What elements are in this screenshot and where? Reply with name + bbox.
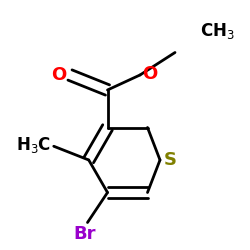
Text: O: O [142,65,158,83]
Text: O: O [51,66,66,84]
Text: Br: Br [74,225,96,243]
Text: CH$_3$: CH$_3$ [200,21,235,41]
Text: H$_3$C: H$_3$C [16,135,51,155]
Text: S: S [164,151,177,169]
